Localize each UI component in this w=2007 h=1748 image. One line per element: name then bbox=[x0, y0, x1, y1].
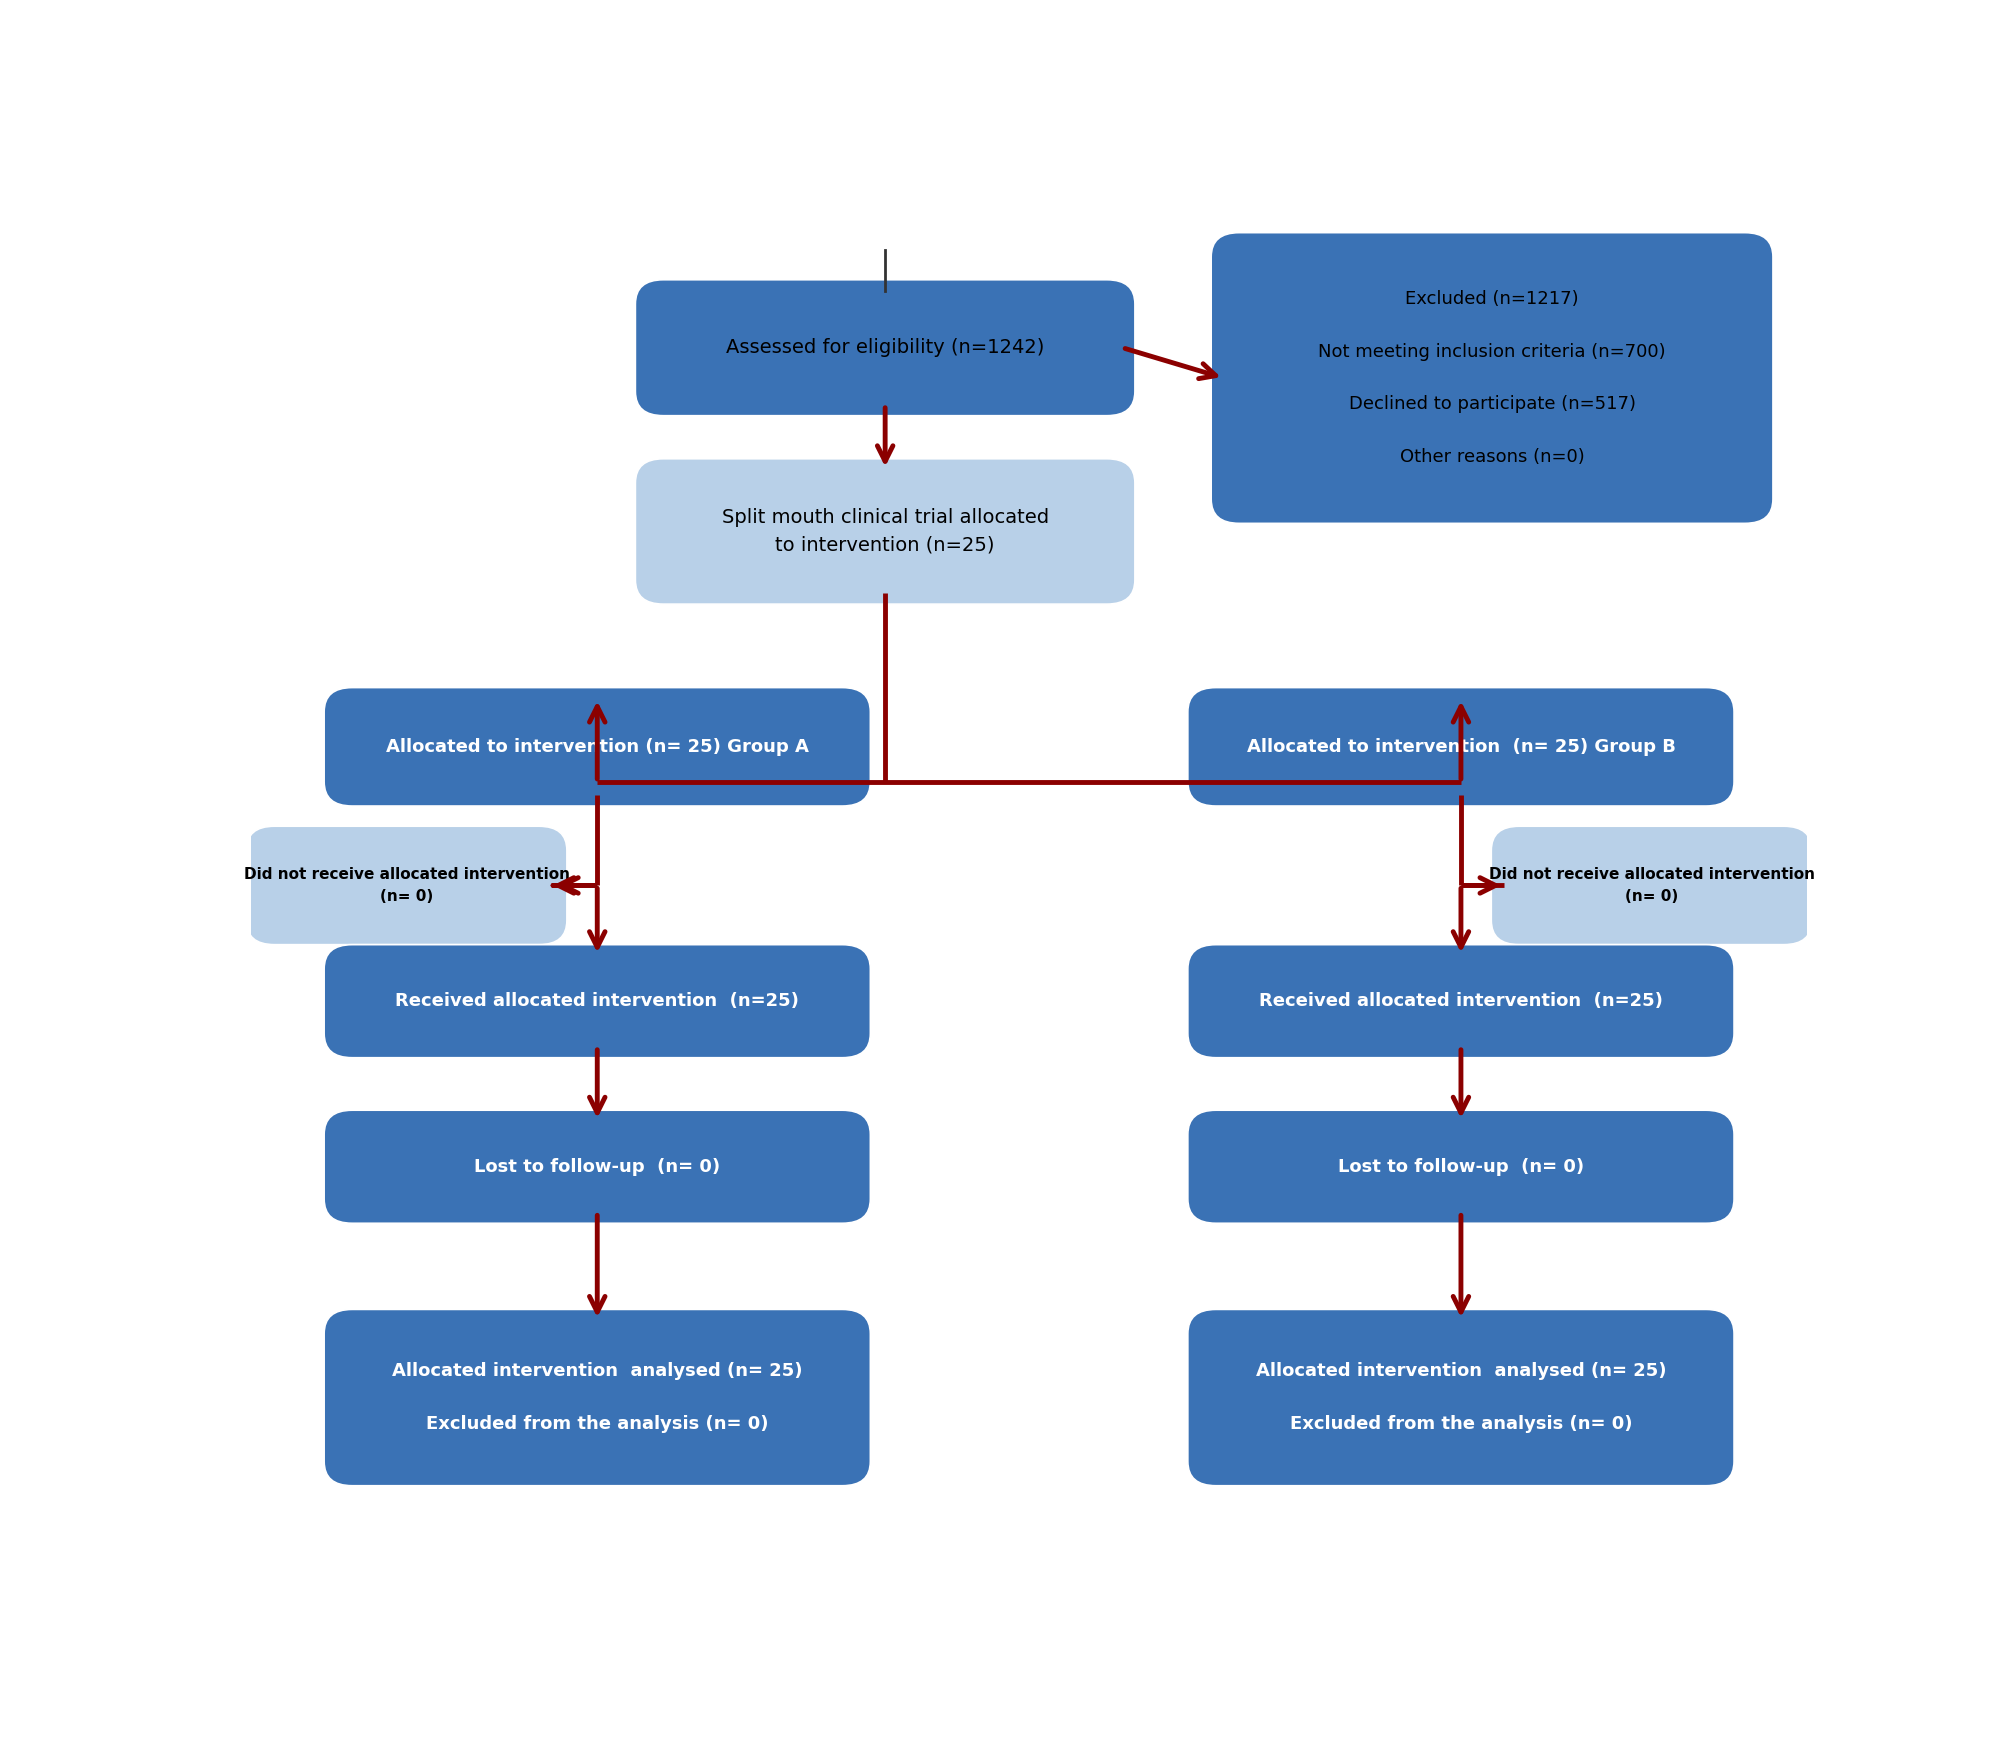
FancyBboxPatch shape bbox=[1210, 232, 1772, 523]
Text: Did not receive allocated intervention
(n= 0): Did not receive allocated intervention (… bbox=[243, 867, 570, 904]
FancyBboxPatch shape bbox=[1188, 687, 1734, 806]
Text: Received allocated intervention  (n=25): Received allocated intervention (n=25) bbox=[395, 993, 799, 1010]
FancyBboxPatch shape bbox=[1188, 944, 1734, 1058]
Text: Allocated intervention  analysed (n= 25)

Excluded from the analysis (n= 0): Allocated intervention analysed (n= 25) … bbox=[1254, 1362, 1666, 1433]
Text: Allocated intervention  analysed (n= 25)

Excluded from the analysis (n= 0): Allocated intervention analysed (n= 25) … bbox=[391, 1362, 803, 1433]
FancyBboxPatch shape bbox=[323, 944, 869, 1058]
Text: Did not receive allocated intervention
(n= 0): Did not receive allocated intervention (… bbox=[1487, 867, 1814, 904]
FancyBboxPatch shape bbox=[1188, 1309, 1734, 1486]
FancyBboxPatch shape bbox=[323, 687, 869, 806]
FancyBboxPatch shape bbox=[1491, 827, 1810, 944]
FancyBboxPatch shape bbox=[634, 458, 1134, 605]
Text: Allocated to intervention  (n= 25) Group B: Allocated to intervention (n= 25) Group … bbox=[1246, 738, 1674, 755]
Text: Allocated to intervention (n= 25) Group A: Allocated to intervention (n= 25) Group … bbox=[385, 738, 809, 755]
Text: Lost to follow-up  (n= 0): Lost to follow-up (n= 0) bbox=[1337, 1157, 1584, 1176]
FancyBboxPatch shape bbox=[634, 280, 1134, 416]
Text: Excluded (n=1217)

Not meeting inclusion criteria (n=700)

Declined to participa: Excluded (n=1217) Not meeting inclusion … bbox=[1319, 290, 1666, 467]
Text: Received allocated intervention  (n=25): Received allocated intervention (n=25) bbox=[1258, 993, 1662, 1010]
FancyBboxPatch shape bbox=[247, 827, 566, 944]
FancyBboxPatch shape bbox=[323, 1309, 869, 1486]
FancyBboxPatch shape bbox=[323, 1110, 869, 1224]
Text: Assessed for eligibility (n=1242): Assessed for eligibility (n=1242) bbox=[727, 337, 1044, 357]
Text: Split mouth clinical trial allocated
to intervention (n=25): Split mouth clinical trial allocated to … bbox=[721, 509, 1048, 554]
Text: Lost to follow-up  (n= 0): Lost to follow-up (n= 0) bbox=[474, 1157, 721, 1176]
FancyBboxPatch shape bbox=[1188, 1110, 1734, 1224]
